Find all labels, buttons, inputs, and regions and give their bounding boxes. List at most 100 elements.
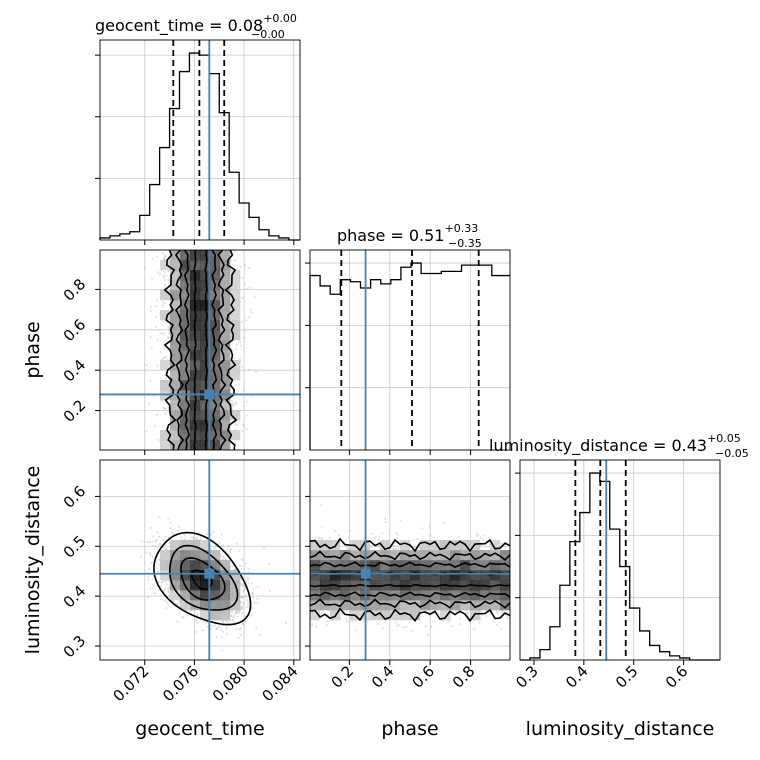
joint-geocent-time-phase-cell [220, 370, 231, 381]
joint-geocent-time-luminosity-distance-point [148, 540, 151, 544]
joint-geocent-time-phase-point [159, 351, 162, 354]
joint-geocent-time-luminosity-distance-point [242, 603, 245, 606]
joint-geocent-time-phase-point [161, 252, 165, 255]
joint-geocent-time-luminosity-distance-point [245, 598, 249, 602]
joint-geocent-time-phase-cell [230, 410, 241, 421]
joint-geocent-time-luminosity-distance-point [240, 557, 243, 561]
joint-geocent-time-luminosity-distance-point [221, 620, 224, 623]
joint-geocent-time-phase-point [232, 357, 236, 360]
joint-geocent-time-luminosity-distance-point [152, 544, 155, 547]
joint-geocent-time-phase-cell [180, 330, 191, 341]
joint-geocent-time-luminosity-distance-point [238, 612, 241, 615]
joint-geocent-time-luminosity-distance-point [209, 624, 212, 627]
joint-geocent-time-luminosity-distance-point [206, 625, 209, 629]
joint-geocent-time-phase-cell [170, 440, 181, 450]
joint-geocent-time-phase-point [230, 399, 233, 403]
joint-geocent-time-luminosity-distance-point [199, 538, 203, 541]
joint-geocent-time-phase-cell [170, 370, 181, 381]
joint-geocent-time-phase-point [235, 424, 239, 427]
title-phase-sub: −0.35 [448, 237, 482, 250]
joint-geocent-time-phase-cell [170, 260, 181, 271]
joint-geocent-time-phase-cell [220, 260, 231, 271]
joint-geocent-time-phase-cell [170, 400, 181, 411]
joint-geocent-time-phase-point [241, 296, 244, 299]
joint-geocent-time-luminosity-distance-point [182, 616, 185, 619]
hist-luminosity-distance-xtick-label-3: 0.6 [662, 662, 692, 692]
joint-geocent-time-phase-cell [170, 340, 181, 351]
joint-geocent-time-phase-cell [200, 370, 211, 381]
joint-geocent-time-phase-point [148, 402, 151, 405]
joint-geocent-time-luminosity-distance-point [215, 628, 218, 631]
joint-geocent-time-luminosity-distance-point [151, 555, 154, 558]
joint-geocent-time-luminosity-distance-point [195, 538, 198, 541]
joint-geocent-time-phase-point [245, 414, 248, 417]
joint-geocent-time-phase-point [241, 276, 244, 279]
joint-geocent-time-phase-point [165, 274, 168, 277]
joint-geocent-time-luminosity-distance-point [192, 535, 195, 539]
title-luminosity-distance-main: luminosity_distance = 0.43 [489, 436, 707, 456]
joint-geocent-time-luminosity-distance-point [250, 609, 253, 612]
joint-geocent-time-luminosity-distance-point [256, 601, 259, 604]
panels-layer: 0.3 0.4 0.5 0.60.20.40.60.80.072 0.076 0.080 0… [60, 39, 721, 705]
joint-geocent-time-luminosity-distance-point [186, 614, 189, 617]
joint-geocent-time-luminosity-distance-point [140, 540, 143, 543]
joint-geocent-time-phase-point [237, 383, 240, 386]
joint-geocent-time-phase-point [163, 286, 166, 289]
joint-geocent-time-phase-cell [220, 310, 231, 321]
joint-geocent-time-luminosity-distance-point [225, 626, 228, 630]
hist-phase-steps [309, 262, 510, 450]
joint-geocent-time-phase-cell [170, 290, 181, 301]
joint-geocent-time-luminosity-distance-point [244, 596, 248, 599]
joint-geocent-time-phase-point [162, 276, 165, 279]
joint-geocent-time-phase-cell [170, 410, 181, 421]
joint-geocent-time-phase-cell [180, 310, 191, 321]
joint-geocent-time-phase-point [155, 413, 159, 416]
joint-geocent-time-phase-cell [180, 440, 191, 450]
joint-geocent-time-luminosity-distance-point [251, 591, 254, 594]
joint-geocent-time-phase-point [164, 302, 167, 305]
joint-geocent-time-phase-point [248, 315, 251, 319]
joint-geocent-time-phase-contour-2-a [174, 250, 185, 450]
joint-geocent-time-phase-ytick-label-0: 0.2 [60, 396, 90, 426]
joint-geocent-time-luminosity-distance-point [167, 589, 170, 592]
joint-geocent-time-luminosity-distance-point [220, 533, 223, 536]
joint-geocent-time-luminosity-distance-point [221, 544, 224, 547]
joint-geocent-time-phase-point [149, 379, 152, 382]
joint-geocent-time-luminosity-distance-point [151, 540, 154, 543]
joint-geocent-time-luminosity-distance-point [181, 616, 184, 619]
joint-geocent-time-luminosity-distance-point [246, 605, 249, 608]
joint-geocent-time-phase-cell [200, 310, 211, 321]
joint-geocent-time-phase-point [244, 329, 247, 332]
joint-geocent-time-phase-cell [210, 330, 221, 341]
joint-geocent-time-phase-cell [180, 250, 191, 261]
joint-geocent-time-phase-cell [220, 350, 231, 361]
joint-geocent-time-phase-frame [99, 249, 301, 451]
joint-geocent-time-phase-cell [180, 360, 191, 371]
joint-geocent-time-phase-point [161, 332, 164, 335]
joint-geocent-time-phase-point [248, 368, 251, 371]
joint-geocent-time-luminosity-distance-point [235, 627, 238, 631]
joint-geocent-time-luminosity-distance-point [157, 570, 160, 573]
joint-geocent-time-phase-cell [220, 440, 231, 450]
joint-geocent-time-luminosity-distance-point [241, 559, 245, 562]
joint-geocent-time-luminosity-distance-point [256, 586, 259, 589]
joint-geocent-time-luminosity-distance-point [225, 549, 228, 552]
joint-geocent-time-phase-point [241, 429, 244, 433]
joint-geocent-time-phase-point [234, 401, 237, 404]
joint-geocent-time-phase-point [235, 343, 239, 346]
joint-geocent-time-luminosity-distance-point [160, 581, 164, 584]
joint-geocent-time-luminosity-distance-point [192, 537, 195, 540]
joint-geocent-time-luminosity-distance-point [163, 588, 166, 592]
joint-geocent-time-luminosity-distance-point [171, 531, 174, 534]
joint-geocent-time-phase-point [240, 365, 243, 368]
joint-geocent-time-luminosity-distance-point [235, 611, 238, 614]
joint-geocent-time-phase-point [161, 357, 164, 361]
hist-geocent-time-panel [95, 39, 301, 245]
joint-geocent-time-luminosity-distance-point [227, 620, 230, 623]
joint-geocent-time-luminosity-distance-point [231, 619, 234, 622]
joint-geocent-time-phase-cell [220, 430, 231, 441]
joint-geocent-time-luminosity-distance-point [221, 649, 224, 652]
joint-geocent-time-phase-point [166, 406, 169, 409]
joint-geocent-time-luminosity-distance-content [100, 460, 300, 660]
